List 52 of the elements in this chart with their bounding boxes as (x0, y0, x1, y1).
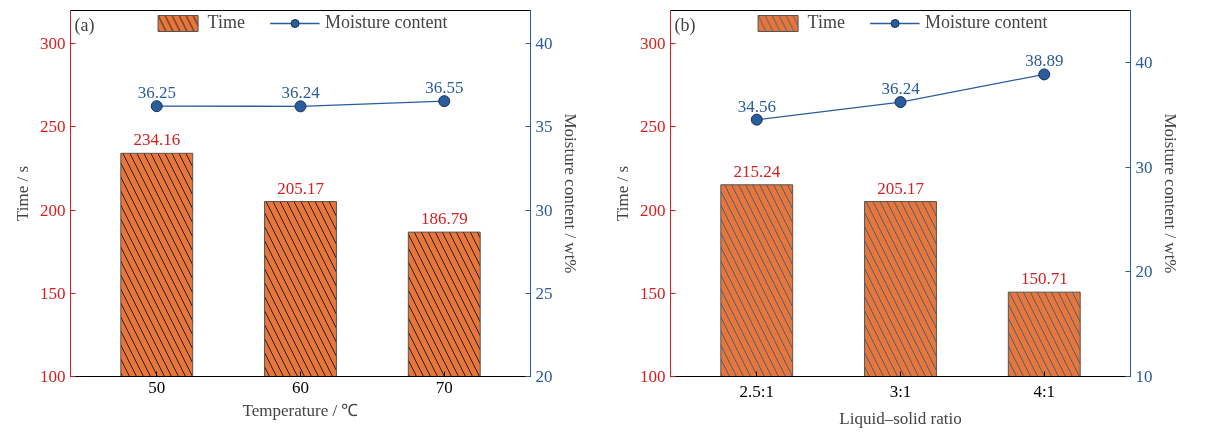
annotation: (a) (74, 14, 95, 36)
y-tick-label: 250 (40, 117, 66, 137)
y2-tick-label: 10 (1135, 367, 1153, 386)
data-label: 36.55 (425, 78, 464, 98)
y2-axis-title: Moisture content / wt% (560, 113, 580, 274)
y-tick-label: 300 (640, 34, 666, 54)
x-axis-title: Liquid–solid ratio (839, 408, 962, 428)
y-tick-label: 300 (40, 34, 66, 54)
data-label: 234.16 (133, 130, 181, 150)
data-label: 205.17 (877, 178, 925, 198)
y-axis-title: Time / s (613, 165, 632, 222)
x-tick-label: 3:1 (889, 381, 912, 401)
data-label: 36.24 (881, 79, 921, 99)
y2-tick-label: 25 (535, 283, 553, 303)
x-tick-label: 50 (148, 377, 166, 397)
y2-tick-label: 20 (535, 367, 553, 386)
y-tick-label: 150 (40, 283, 66, 303)
y-axis-title: Time / s (13, 165, 32, 222)
y2-tick-label: 40 (1135, 53, 1153, 73)
annotation: (b) (674, 14, 696, 36)
data-label: 36.24 (281, 83, 321, 103)
y2-tick-label: 35 (535, 117, 553, 137)
data-label: 38.89 (1025, 51, 1064, 71)
y-tick-label: 200 (640, 200, 666, 220)
legend-label: Moisture content (324, 12, 448, 33)
data-label: 150.71 (1020, 269, 1068, 289)
y2-tick-label: 30 (535, 200, 553, 220)
x-tick-label: 70 (435, 377, 453, 397)
x-axis-title: Temperature / ℃ (242, 400, 359, 420)
data-label: 34.56 (737, 96, 776, 116)
point (750, 113, 763, 126)
y-tick-label: 250 (640, 117, 666, 137)
y-tick-label: 200 (40, 200, 66, 220)
y-tick-label: 100 (40, 367, 66, 386)
data-label: 186.79 (420, 209, 468, 229)
y2-axis-title: Moisture content / wt% (1160, 113, 1180, 274)
y2-tick-label: 20 (1135, 262, 1153, 282)
point (1038, 68, 1051, 81)
x-tick-label: 60 (292, 377, 309, 397)
x-tick-label: 4:1 (1033, 381, 1056, 401)
y2-tick-label: 40 (535, 34, 553, 54)
point (894, 96, 907, 109)
y2-tick-label: 30 (1135, 157, 1153, 177)
legend-label: Moisture content (924, 12, 1048, 33)
x-tick-label: 2.5:1 (739, 381, 774, 401)
y-tick-label: 150 (640, 283, 666, 303)
data-label: 215.24 (733, 161, 781, 181)
data-label: 205.17 (277, 178, 325, 198)
data-label: 36.25 (137, 83, 176, 103)
y-tick-label: 100 (640, 367, 666, 386)
legend-label: Time (807, 12, 845, 33)
legend-label: Time (207, 12, 245, 33)
